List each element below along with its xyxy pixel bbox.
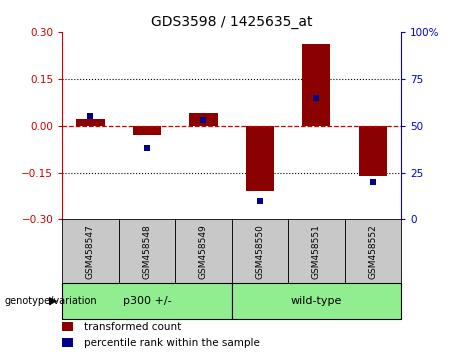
Point (200, 117, 207, 123)
Bar (231, 283, 401, 319)
Text: wild-type: wild-type (291, 296, 342, 306)
Point (313, 95, 320, 101)
Bar (246, 126, 274, 191)
Bar (344, 219, 401, 283)
Bar (77, 119, 105, 126)
Bar (359, 126, 387, 176)
Text: transformed count: transformed count (84, 322, 182, 332)
Text: p300 +/-: p300 +/- (123, 296, 171, 306)
Point (87, 113, 94, 119)
Bar (62, 219, 118, 283)
Text: ▶: ▶ (49, 296, 58, 306)
Text: GSM458547: GSM458547 (86, 224, 95, 279)
Point (256, 198, 264, 204)
Bar (288, 219, 344, 283)
Bar (133, 126, 161, 135)
Text: GSM458551: GSM458551 (312, 224, 321, 279)
Point (369, 179, 377, 185)
Bar (231, 219, 288, 283)
Point (143, 145, 151, 151)
Bar (118, 219, 175, 283)
Bar (62, 283, 231, 319)
Title: GDS3598 / 1425635_at: GDS3598 / 1425635_at (151, 16, 313, 29)
Bar (189, 113, 218, 126)
Bar (175, 219, 231, 283)
Text: GSM458552: GSM458552 (368, 224, 378, 279)
Text: GSM458550: GSM458550 (255, 224, 265, 279)
Text: genotype/variation: genotype/variation (5, 296, 97, 306)
Bar (302, 44, 331, 126)
Text: GSM458548: GSM458548 (142, 224, 152, 279)
Text: GSM458549: GSM458549 (199, 224, 208, 279)
Bar (62, 322, 73, 331)
Bar (62, 338, 73, 347)
Text: percentile rank within the sample: percentile rank within the sample (84, 338, 260, 348)
